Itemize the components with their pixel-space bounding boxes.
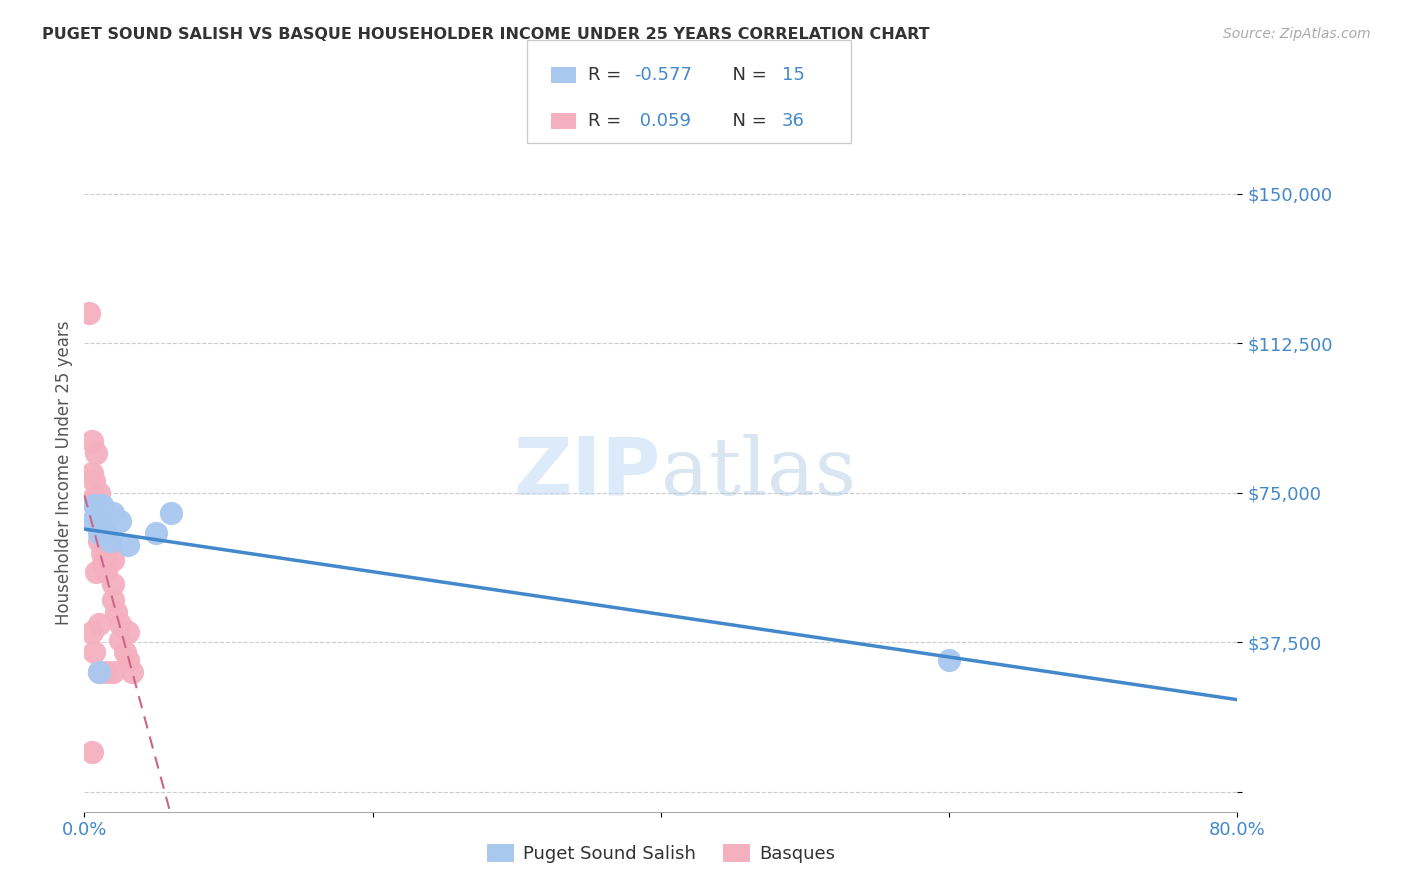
Point <box>90 545 112 559</box>
Point <box>90 498 112 512</box>
Text: Source: ZipAtlas.com: Source: ZipAtlas.com <box>1223 27 1371 41</box>
Point <box>90 525 112 540</box>
Point <box>110 514 132 528</box>
Point <box>87 617 110 632</box>
Point <box>103 553 124 567</box>
Text: N =: N = <box>721 66 773 84</box>
Point <box>938 653 960 667</box>
Point <box>87 498 110 512</box>
Point <box>110 633 132 648</box>
Point <box>94 566 117 580</box>
Point <box>87 665 110 680</box>
Point <box>110 617 132 632</box>
Point <box>103 593 124 607</box>
Point <box>87 525 110 540</box>
Point <box>103 577 124 591</box>
Text: 15: 15 <box>782 66 804 84</box>
Point <box>83 645 105 659</box>
Point <box>87 533 110 548</box>
Point <box>91 514 114 528</box>
Point <box>94 525 117 540</box>
Point <box>83 474 105 488</box>
Text: ZIP: ZIP <box>513 434 661 512</box>
Point <box>83 490 105 504</box>
Point <box>87 665 110 680</box>
Point <box>80 745 103 759</box>
Point <box>80 434 103 448</box>
Point <box>84 566 107 580</box>
Text: -0.577: -0.577 <box>634 66 692 84</box>
Point <box>94 537 117 551</box>
Point <box>77 306 100 320</box>
Point <box>94 665 117 680</box>
Point <box>80 625 103 640</box>
Point <box>105 605 128 619</box>
Text: 0.059: 0.059 <box>634 112 692 130</box>
Point <box>87 514 110 528</box>
Point <box>94 553 117 567</box>
Point <box>103 506 124 520</box>
Text: R =: R = <box>588 66 627 84</box>
Point <box>114 645 136 659</box>
Point <box>87 485 110 500</box>
Point <box>117 625 139 640</box>
Point <box>84 446 107 460</box>
Point <box>98 537 121 551</box>
Point <box>121 665 143 680</box>
Point <box>117 537 139 551</box>
Point <box>87 506 110 520</box>
Point <box>91 558 114 572</box>
Point <box>83 498 105 512</box>
Point <box>80 466 103 480</box>
Text: R =: R = <box>588 112 627 130</box>
Point <box>160 506 183 520</box>
Legend: Puget Sound Salish, Basques: Puget Sound Salish, Basques <box>479 837 842 871</box>
Text: PUGET SOUND SALISH VS BASQUE HOUSEHOLDER INCOME UNDER 25 YEARS CORRELATION CHART: PUGET SOUND SALISH VS BASQUE HOUSEHOLDER… <box>42 27 929 42</box>
Point <box>145 525 167 540</box>
Point <box>94 525 117 540</box>
Text: 36: 36 <box>782 112 804 130</box>
Point <box>98 533 121 548</box>
Point <box>103 665 124 680</box>
Text: N =: N = <box>721 112 773 130</box>
Y-axis label: Householder Income Under 25 years: Householder Income Under 25 years <box>55 320 73 625</box>
Text: atlas: atlas <box>661 434 856 512</box>
Point <box>80 514 103 528</box>
Point <box>117 653 139 667</box>
